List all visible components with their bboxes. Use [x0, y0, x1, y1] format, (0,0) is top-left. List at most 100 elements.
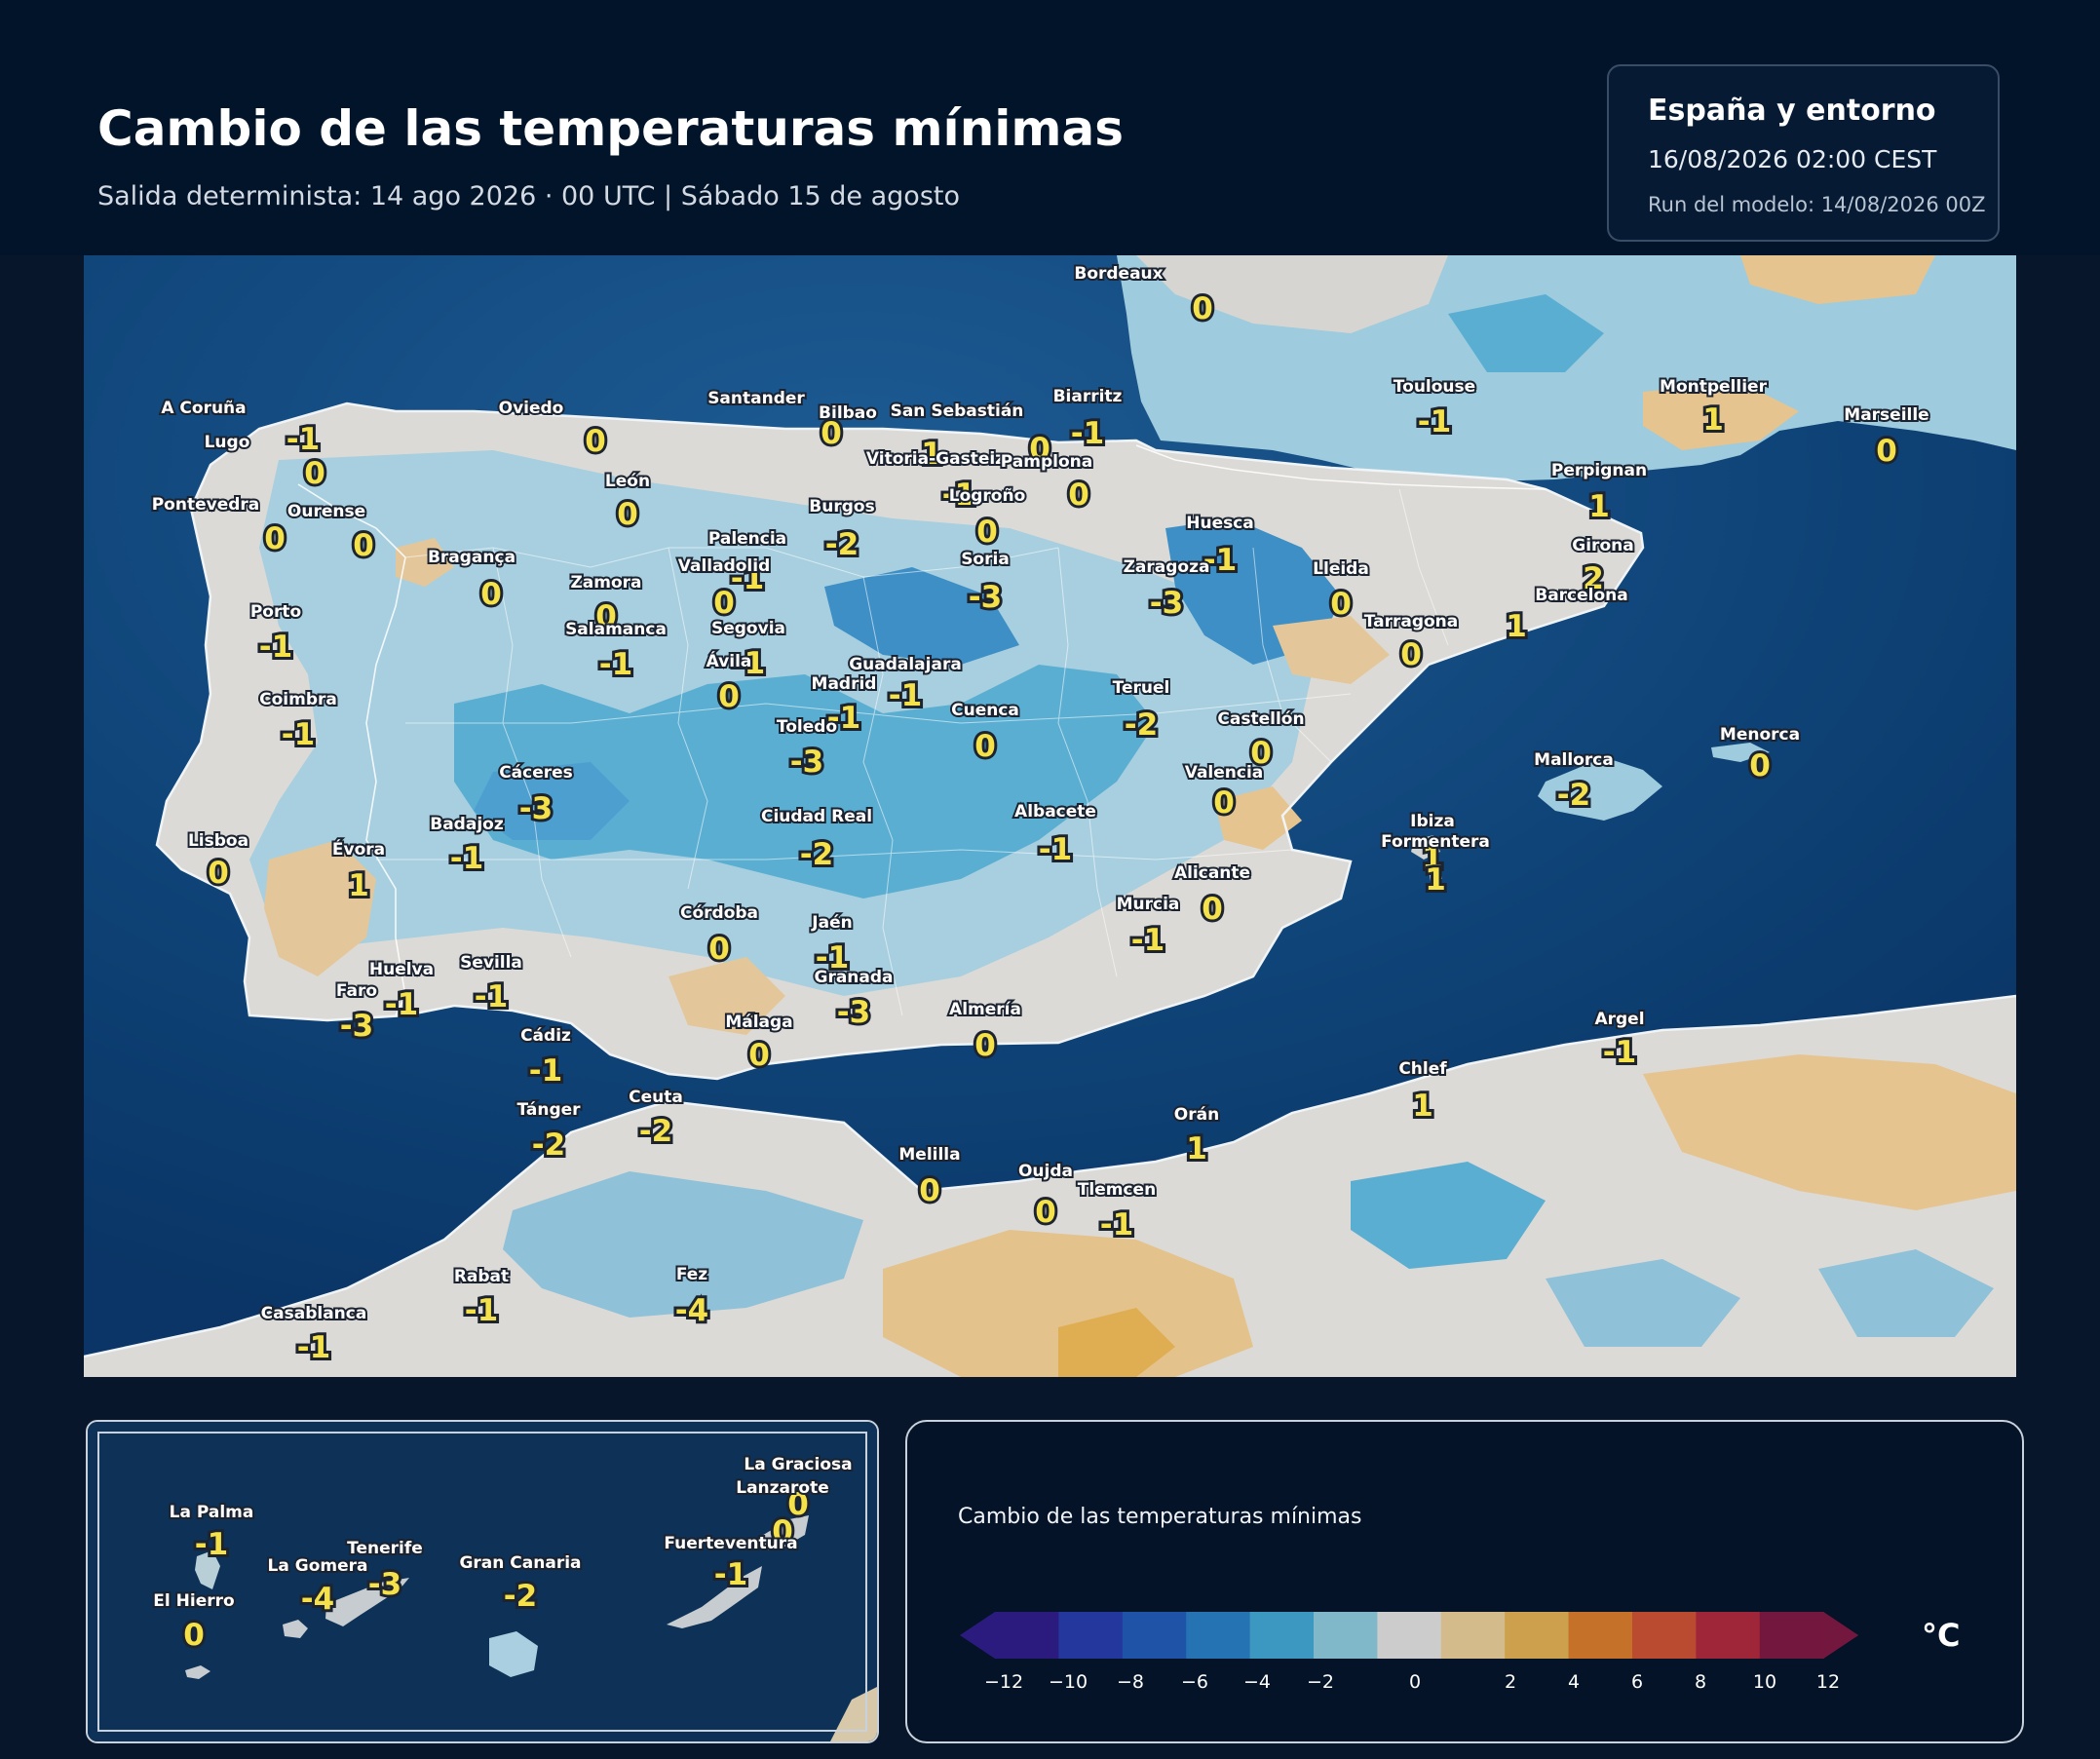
- regional-borders: [376, 488, 1449, 1016]
- city-value-perpignan: 1: [1588, 489, 1610, 524]
- city-value-ibiza: 1: [1422, 841, 1443, 876]
- island-label-la-palma: La Palma: [170, 1503, 254, 1522]
- city-label-cuenca: Cuenca: [951, 701, 1019, 720]
- city-label-menorca: Menorca: [1720, 725, 1800, 745]
- city-value-santander: 0: [821, 416, 842, 451]
- city-value-alicante: 0: [1202, 892, 1223, 927]
- city-value-evora: 1: [348, 868, 369, 903]
- city-value-malaga: 0: [748, 1038, 770, 1073]
- city-label-alicante: Alicante: [1174, 863, 1250, 883]
- colorbar-extend-high: [1823, 1612, 1859, 1659]
- colorbar-tick-label: 4: [1568, 1671, 1580, 1693]
- city-value-tlemcen: -1: [1100, 1207, 1133, 1243]
- info-box: España y entorno 16/08/2026 02:00 CEST R…: [1607, 64, 2000, 242]
- city-label-toulouse: Toulouse: [1394, 377, 1475, 397]
- anom-cool-africa-4: [1818, 1249, 1994, 1337]
- legend-colorbar: −12 −10 −8 −6 −4 −2 0 2 4 6 8 10 12: [960, 1612, 1859, 1693]
- city-label-toledo: Toledo: [777, 717, 837, 737]
- island-label-tenerife: Tenerife: [347, 1539, 423, 1558]
- colorbar-segment: [1314, 1612, 1378, 1659]
- island-value-tenerife: -3: [368, 1567, 401, 1602]
- city-label-oviedo: Oviedo: [499, 399, 564, 418]
- city-value-san-sebastian: 0: [1029, 432, 1050, 467]
- city-value-lugo: 0: [304, 456, 325, 491]
- coastline: [155, 402, 1645, 1081]
- anom-cool-iberia-4: [824, 567, 1019, 665]
- land-tenerife: [325, 1578, 409, 1626]
- city-value-valladolid: 0: [713, 586, 735, 621]
- city-value-braganca: 0: [480, 577, 502, 612]
- city-value-huesca: -1: [1203, 543, 1237, 578]
- city-label-a-coruna: A Coruña: [161, 399, 246, 418]
- city-label-braganca: Bragança: [428, 548, 515, 567]
- city-value-girona: 2: [1583, 561, 1604, 596]
- colorbar-segment: [1632, 1612, 1697, 1659]
- city-value-casablanca: -1: [297, 1330, 330, 1365]
- page-title: Cambio de las temperaturas mínimas: [97, 100, 1125, 157]
- city-label-leon: León: [605, 472, 650, 491]
- city-value-marseille: 0: [1876, 434, 1897, 469]
- colorbar-segment: [1186, 1612, 1251, 1659]
- main-map-svg: Bordeaux 0 A Coruña -1 Lugo 0 Oviedo 0 Santander…: [84, 255, 2016, 1377]
- anom-neutral-france: [1136, 255, 1448, 333]
- colorbar-tick-label: 0: [1409, 1671, 1421, 1693]
- city-label-vitoria-gasteiz: Vitoria-Gasteiz: [866, 449, 1005, 469]
- anom-warm-france-1: [1643, 382, 1799, 450]
- city-label-caceres: Cáceres: [499, 763, 573, 783]
- colorbar-tick-label: −2: [1307, 1671, 1334, 1693]
- city-value-porto: -1: [259, 630, 292, 665]
- canarias-inset[interactable]: La Graciosa 0 Lanzarote 0 La Palma -1 Tenerife…: [86, 1420, 879, 1743]
- city-value-soria: -3: [969, 580, 1002, 615]
- city-value-ceuta: -2: [639, 1114, 672, 1149]
- city-label-salamanca: Salamanca: [565, 620, 667, 639]
- city-value-fez: -4: [675, 1293, 708, 1328]
- city-label-ourense: Ourense: [287, 502, 365, 521]
- anom-warm-iberia-4: [1273, 616, 1390, 684]
- land-el-hierro: [185, 1665, 210, 1679]
- city-label-sevilla: Sevilla: [460, 953, 522, 973]
- coast-africa: [84, 994, 2016, 1358]
- city-value-pontevedra: 0: [264, 521, 286, 556]
- city-value-segovia: -1: [732, 646, 765, 681]
- anom-cool-africa-3: [1546, 1259, 1740, 1347]
- anom-warm-africa-3: [1058, 1308, 1175, 1377]
- colorbar-segment: [1759, 1612, 1824, 1659]
- city-label-valladolid: Valladolid: [678, 556, 771, 576]
- anom-warm-africa-2: [1643, 1054, 2016, 1210]
- city-value-tanger: -2: [532, 1128, 565, 1163]
- colorbar-tick-label: −12: [984, 1671, 1023, 1693]
- anom-cool-iberia-5: [474, 762, 630, 840]
- border-portugal: [297, 483, 406, 1016]
- city-value-huelva: -1: [385, 987, 418, 1022]
- city-label-ciudad-real: Ciudad Real: [761, 807, 872, 826]
- city-label-jaen: Jaén: [811, 913, 852, 933]
- island-label-lanzarote: Lanzarote: [736, 1478, 829, 1498]
- city-value-tarragona: 0: [1400, 637, 1422, 672]
- colorbar-tick-label: −6: [1181, 1671, 1208, 1693]
- city-value-bordeaux: 0: [1192, 291, 1213, 326]
- city-label-biarritz: Biarritz: [1053, 387, 1123, 406]
- land-la-gomera: [283, 1620, 308, 1638]
- city-value-logrono: 0: [976, 515, 998, 550]
- city-label-ceuta: Ceuta: [629, 1088, 683, 1107]
- city-label-avila: Ávila: [706, 650, 752, 671]
- city-label-burgos: Burgos: [809, 497, 874, 516]
- city-label-logrono: Logroño: [949, 486, 1026, 506]
- colorbar-tick-label: −10: [1049, 1671, 1088, 1693]
- city-label-porto: Porto: [250, 602, 301, 622]
- city-value-castellon: 0: [1250, 736, 1272, 771]
- city-label-tlemcen: Tlemcen: [1078, 1180, 1156, 1200]
- colorbar-segment: [1058, 1612, 1124, 1659]
- city-value-oujda: 0: [1035, 1195, 1056, 1230]
- city-value-burgos: -2: [825, 527, 859, 562]
- city-value-albacete: -1: [1039, 832, 1072, 867]
- island-value-el-hierro: 0: [183, 1618, 205, 1653]
- city-label-mallorca: Mallorca: [1534, 750, 1614, 770]
- island-value-la-gomera: -4: [301, 1582, 334, 1617]
- main-map[interactable]: Bordeaux 0 A Coruña -1 Lugo 0 Oviedo 0 Santander…: [84, 255, 2016, 1377]
- city-value-valencia: 0: [1213, 785, 1235, 821]
- city-value-faro: -3: [340, 1009, 373, 1044]
- city-label-almeria: Almería: [949, 1000, 1021, 1019]
